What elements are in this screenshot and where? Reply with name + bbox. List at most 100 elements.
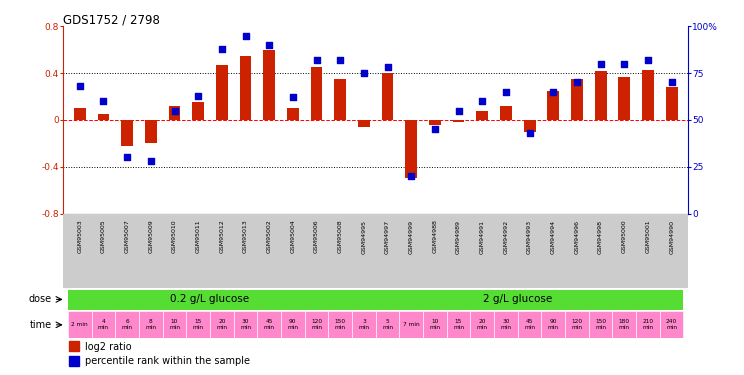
Text: GSM95006: GSM95006 <box>314 219 319 253</box>
Bar <box>287 108 299 120</box>
Point <box>524 130 536 136</box>
Bar <box>216 65 228 120</box>
Text: 30
min: 30 min <box>240 320 251 330</box>
Text: 6
min: 6 min <box>122 320 132 330</box>
Text: GSM95005: GSM95005 <box>101 219 106 253</box>
Bar <box>524 120 536 132</box>
Point <box>618 61 630 67</box>
Text: GSM94999: GSM94999 <box>408 219 414 254</box>
Point <box>169 108 181 114</box>
Text: GSM94990: GSM94990 <box>669 219 674 254</box>
Text: 8
min: 8 min <box>145 320 156 330</box>
Bar <box>311 67 322 120</box>
Text: GSM95007: GSM95007 <box>125 219 129 253</box>
Bar <box>169 106 181 120</box>
Text: 10
min: 10 min <box>429 320 440 330</box>
Text: 120
min: 120 min <box>311 320 322 330</box>
Bar <box>186 311 210 338</box>
Bar <box>376 311 400 338</box>
Text: GSM95000: GSM95000 <box>622 219 626 253</box>
Text: GSM94996: GSM94996 <box>574 219 580 254</box>
Point <box>500 89 512 95</box>
Text: 10
min: 10 min <box>169 320 180 330</box>
Bar <box>589 311 612 338</box>
Bar <box>352 311 376 338</box>
Bar <box>97 114 109 120</box>
Point <box>571 80 583 86</box>
Text: 120
min: 120 min <box>571 320 583 330</box>
Bar <box>405 120 417 178</box>
Bar <box>139 311 163 338</box>
Text: 0.2 g/L glucose: 0.2 g/L glucose <box>170 294 249 304</box>
Text: 90
min: 90 min <box>287 320 298 330</box>
Point <box>476 98 488 104</box>
Bar <box>328 311 352 338</box>
Text: 3
min: 3 min <box>359 320 369 330</box>
Text: GSM95008: GSM95008 <box>338 219 343 253</box>
Bar <box>69 356 79 366</box>
Bar <box>548 91 559 120</box>
Bar <box>636 311 660 338</box>
Text: time: time <box>29 320 51 330</box>
Text: 7 min: 7 min <box>403 322 420 327</box>
Bar <box>92 311 115 338</box>
Text: GSM94994: GSM94994 <box>551 219 556 254</box>
Text: 5
min: 5 min <box>382 320 393 330</box>
Text: GSM95013: GSM95013 <box>243 219 248 253</box>
Point <box>382 64 394 70</box>
Bar <box>68 290 352 310</box>
Point <box>358 70 370 76</box>
Bar <box>666 87 678 120</box>
Text: 15
min: 15 min <box>453 320 464 330</box>
Bar <box>358 120 370 127</box>
Bar <box>594 71 606 120</box>
Bar <box>352 290 684 310</box>
Text: 210
min: 210 min <box>642 320 653 330</box>
Text: GSM95001: GSM95001 <box>646 219 650 253</box>
Text: dose: dose <box>28 294 51 304</box>
Bar <box>68 311 92 338</box>
Bar <box>263 50 275 120</box>
Text: GSM94995: GSM94995 <box>362 219 366 254</box>
Point <box>429 126 441 132</box>
Point <box>145 158 157 164</box>
Point <box>74 83 86 89</box>
Text: percentile rank within the sample: percentile rank within the sample <box>85 356 250 366</box>
Bar <box>494 311 518 338</box>
Bar <box>423 311 446 338</box>
Text: 180
min: 180 min <box>619 320 630 330</box>
Bar <box>74 108 86 120</box>
Bar <box>500 106 512 120</box>
Bar <box>518 311 542 338</box>
Text: 240
min: 240 min <box>666 320 677 330</box>
Bar <box>446 311 470 338</box>
Bar <box>382 73 394 120</box>
Point <box>548 89 559 95</box>
Text: GSM95004: GSM95004 <box>290 219 295 253</box>
Text: GSM94988: GSM94988 <box>432 219 437 254</box>
Point <box>405 173 417 179</box>
Text: GSM95003: GSM95003 <box>77 219 83 253</box>
Text: 20
min: 20 min <box>217 320 228 330</box>
Point <box>310 57 322 63</box>
Bar <box>163 311 186 338</box>
Point <box>192 93 204 99</box>
Bar <box>400 311 423 338</box>
Bar <box>476 111 488 120</box>
Text: GSM94997: GSM94997 <box>385 219 390 254</box>
Bar <box>452 120 464 122</box>
Text: GDS1752 / 2798: GDS1752 / 2798 <box>63 13 160 26</box>
Text: GSM95009: GSM95009 <box>148 219 153 253</box>
Point <box>216 46 228 52</box>
Point <box>263 42 275 48</box>
Point <box>287 94 299 100</box>
Bar <box>660 311 684 338</box>
Bar <box>429 120 440 124</box>
Point <box>334 57 346 63</box>
Text: log2 ratio: log2 ratio <box>85 342 132 351</box>
Bar <box>257 311 281 338</box>
Bar <box>334 79 346 120</box>
Bar <box>281 311 305 338</box>
Bar <box>642 69 654 120</box>
Text: GSM94993: GSM94993 <box>527 219 532 254</box>
